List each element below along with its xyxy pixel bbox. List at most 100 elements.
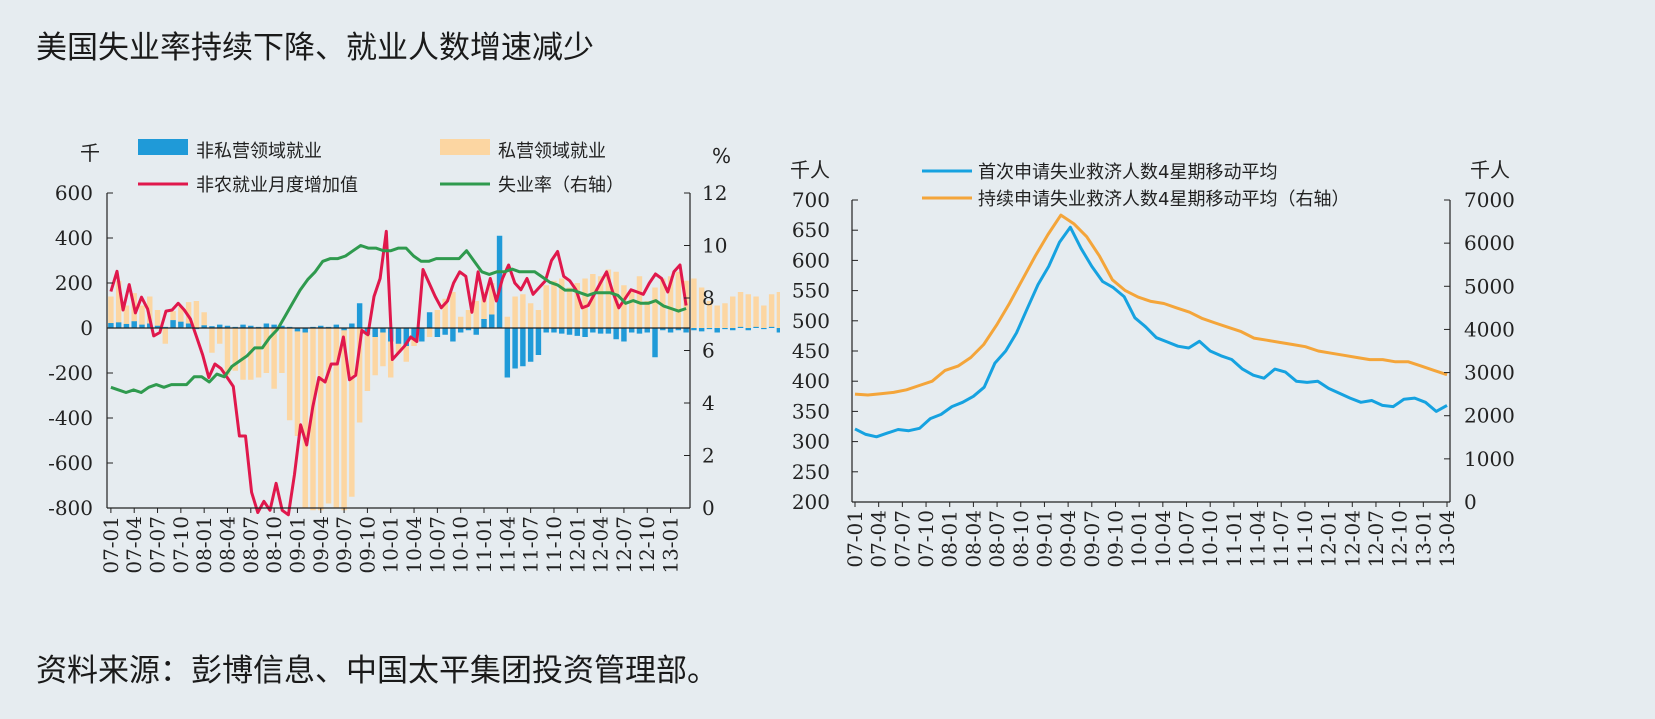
nonfarm-payroll-line: [109, 229, 688, 517]
public-employment-bar: [566, 328, 573, 335]
left-tick-label: 0: [80, 316, 93, 340]
private-employment-bar: [628, 292, 635, 328]
private-employment-bar: [691, 278, 697, 328]
private-employment-bar: [535, 310, 542, 328]
public-employment-bar: [108, 323, 114, 328]
x-tick-label: 09-01: [1032, 510, 1056, 568]
right-tick-label: 5000: [1464, 274, 1515, 298]
right-tick-label: 10: [702, 234, 727, 258]
public-employment-bar: [722, 328, 728, 330]
left-tick-label: -800: [48, 496, 93, 520]
x-tick-label: 08-04: [215, 516, 239, 574]
left-tick-label: -200: [48, 361, 93, 385]
legend-payroll-label: 非农就业月度增加值: [196, 175, 358, 196]
public-employment-bar: [271, 324, 277, 328]
x-tick-label: 10-04: [402, 516, 426, 574]
private-employment-bar: [318, 328, 324, 511]
public-employment-bar: [559, 328, 565, 334]
left-tick-label: -600: [48, 451, 93, 475]
legend-continuing-label: 持续申请失业救济人数4星期移动平均（右轴）: [978, 189, 1349, 210]
x-tick-label: 11-10: [1293, 510, 1317, 568]
right-tick-label: 0: [702, 496, 715, 520]
public-employment-bar: [644, 328, 650, 333]
x-tick-label: 07-01: [843, 510, 867, 568]
public-employment-bar: [356, 303, 363, 328]
public-employment-bar: [582, 328, 588, 337]
public-employment-bar: [714, 328, 720, 333]
public-employment-bar: [240, 324, 246, 328]
right-tick-label: 8: [702, 286, 715, 310]
private-employment-bar: [481, 292, 487, 328]
x-tick-label: 08-07: [239, 516, 263, 574]
right-tick-label: 2: [702, 444, 715, 468]
private-employment-bar: [263, 328, 270, 373]
private-employment-bar: [667, 276, 674, 328]
public-employment-bar: [551, 328, 557, 333]
left-tick-label: 400: [792, 369, 830, 393]
x-tick-label: 12-10: [635, 516, 659, 574]
initial-claims-line: [854, 225, 1448, 439]
x-tick-label: 11-01: [1222, 510, 1246, 568]
x-tick-label: 08-04: [961, 510, 985, 568]
public-employment-bar: [776, 328, 780, 333]
jobless-claims-chart: 千人 千人200250300350400450500550600650700010…: [790, 158, 1515, 568]
x-tick-label: 12-01: [1317, 510, 1341, 568]
x-tick-label: 11-01: [472, 516, 496, 574]
public-employment-bar: [590, 328, 596, 333]
public-employment-bar: [496, 235, 503, 328]
employment-chart: 千 % -800 -600 -400 -200 0 200 400 600 0 2 4 6 8 10 12 07-…: [48, 139, 780, 574]
public-employment-bar: [730, 328, 736, 331]
private-employment-bar: [776, 292, 780, 328]
public-employment-bar: [426, 312, 433, 328]
legend-private-label: 私营领域就业: [498, 141, 606, 162]
left-tick-label: 450: [792, 339, 830, 363]
public-employment-bar: [154, 325, 161, 328]
left-tick-label: 400: [55, 226, 93, 250]
left-axis-unit: 千: [80, 141, 100, 165]
public-employment-bar: [481, 319, 487, 328]
public-employment-bar: [349, 323, 355, 328]
public-employment-bar: [698, 328, 705, 332]
source-note: 资料来源：彭博信息、中国太平集团投资管理部。: [36, 653, 718, 689]
right-tick-label: 2000: [1464, 404, 1515, 428]
private-employment-bar: [154, 310, 161, 328]
legend-initial-label: 首次申请失业救济人数4星期移动平均: [978, 162, 1277, 183]
public-employment-bar: [745, 328, 752, 331]
public-employment-bar: [465, 328, 472, 331]
private-employment-bar: [341, 328, 347, 511]
x-tick-label: 13-01: [1411, 510, 1435, 568]
x-tick-label: 13-01: [659, 516, 683, 574]
x-tick-label: 12-10: [1388, 510, 1412, 568]
x-tick-label: 08-10: [262, 516, 286, 574]
public-employment-bar: [147, 323, 153, 328]
public-employment-bar: [527, 328, 534, 362]
public-employment-bar: [442, 328, 448, 335]
public-employment-bar: [341, 328, 347, 331]
public-employment-bar: [216, 324, 223, 328]
private-employment-bar: [543, 285, 549, 328]
public-employment-bar: [302, 328, 308, 333]
private-employment-bar: [255, 328, 262, 378]
left-tick-label: 600: [55, 181, 93, 205]
private-employment-bar: [520, 294, 526, 328]
x-tick-label: 12-07: [612, 516, 636, 574]
private-employment-bar: [193, 301, 200, 328]
public-employment-bar: [613, 328, 619, 340]
private-employment-bar: [434, 310, 441, 328]
private-employment-bar: [730, 296, 736, 328]
x-tick-label: 09-04: [309, 516, 333, 574]
right-axis-unit: 千人: [1470, 158, 1510, 182]
public-employment-bar: [123, 323, 130, 328]
private-employment-bar: [660, 278, 666, 328]
x-tick-label: 07-07: [146, 516, 170, 574]
public-employment-bar: [667, 328, 674, 333]
public-employment-bar: [504, 328, 511, 378]
private-employment-bar: [364, 328, 371, 391]
private-employment-bar: [442, 298, 448, 328]
x-tick-label: 13-04: [1435, 510, 1459, 568]
x-tick-label: 07-04: [867, 510, 891, 568]
public-employment-bar: [224, 325, 231, 328]
private-employment-bar: [325, 328, 332, 504]
private-employment-bar: [652, 287, 658, 328]
public-employment-bar: [411, 328, 417, 340]
